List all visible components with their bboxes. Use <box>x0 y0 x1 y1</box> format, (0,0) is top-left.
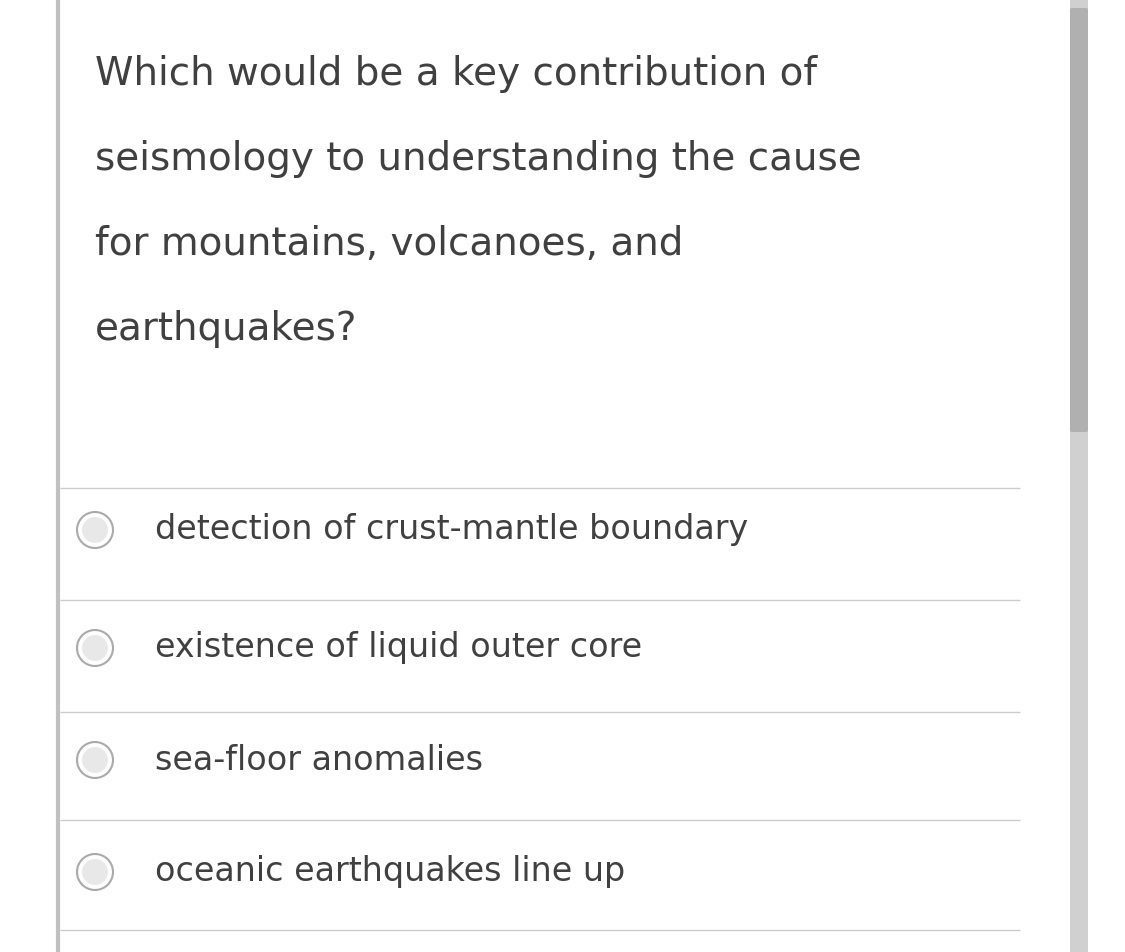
Text: existence of liquid outer core: existence of liquid outer core <box>155 631 642 664</box>
Text: earthquakes?: earthquakes? <box>94 310 358 348</box>
Text: sea-floor anomalies: sea-floor anomalies <box>155 744 483 777</box>
Bar <box>1070 0 1088 952</box>
Circle shape <box>82 635 108 661</box>
Text: Which would be a key contribution of: Which would be a key contribution of <box>94 55 817 93</box>
Text: detection of crust-mantle boundary: detection of crust-mantle boundary <box>155 513 748 546</box>
Circle shape <box>82 859 108 885</box>
Circle shape <box>82 747 108 773</box>
Circle shape <box>76 742 112 778</box>
Circle shape <box>76 854 112 890</box>
Circle shape <box>82 517 108 543</box>
Circle shape <box>76 630 112 666</box>
Text: for mountains, volcanoes, and: for mountains, volcanoes, and <box>94 225 683 263</box>
Text: oceanic earthquakes line up: oceanic earthquakes line up <box>155 856 626 888</box>
FancyBboxPatch shape <box>1070 8 1088 432</box>
Circle shape <box>76 512 112 548</box>
Text: seismology to understanding the cause: seismology to understanding the cause <box>94 140 862 178</box>
